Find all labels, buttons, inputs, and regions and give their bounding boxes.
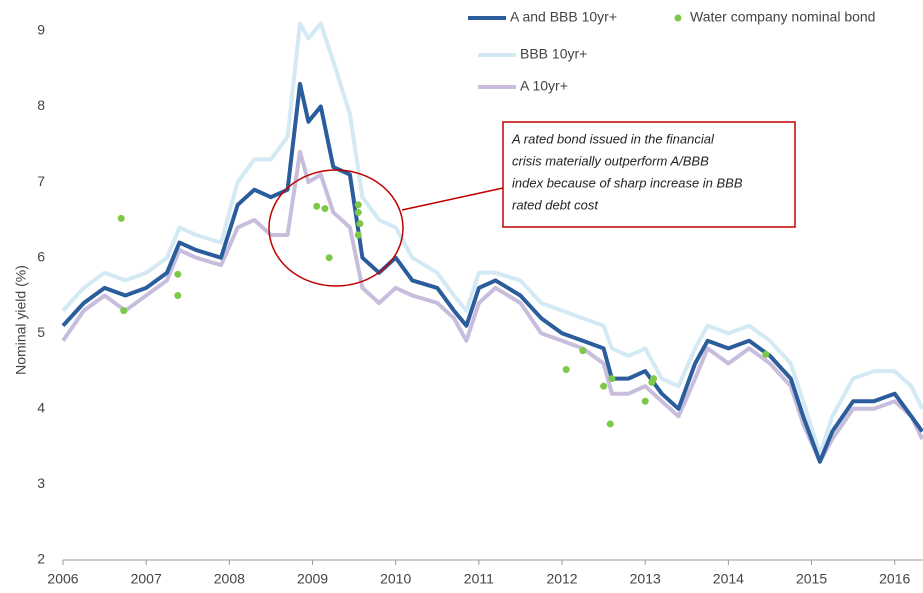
data-point <box>117 214 125 222</box>
annotation-line: rated debt cost <box>512 197 599 212</box>
data-point <box>120 307 128 315</box>
series-line <box>61 21 923 457</box>
data-point <box>321 205 329 213</box>
x-tick-label: 2010 <box>380 571 411 587</box>
x-tick-label: 2014 <box>713 571 744 587</box>
data-point <box>354 201 362 209</box>
data-point <box>325 254 333 262</box>
legend: A and BBB 10yr+ BBB 10yr+ A 10yr+ Water com… <box>468 9 875 94</box>
x-tick-label: 2013 <box>630 571 661 587</box>
x-tick-label: 2008 <box>214 571 245 587</box>
data-point <box>174 270 182 278</box>
legend-label: A 10yr+ <box>520 78 568 94</box>
data-point <box>174 291 182 299</box>
y-tick-label: 5 <box>37 324 45 340</box>
data-point <box>356 220 364 228</box>
data-point <box>648 378 656 386</box>
data-point <box>354 208 362 216</box>
data-point <box>354 231 362 239</box>
x-tick-label: 2012 <box>546 571 577 587</box>
x-tick-label: 2006 <box>47 571 78 587</box>
x-tick-label: 2016 <box>879 571 910 587</box>
data-point <box>579 347 587 355</box>
highlight-ellipse <box>268 169 404 287</box>
series-line <box>61 149 923 464</box>
plot-area: 2 3 4 5 6 7 8 9 2006 2007 2008 2009 2010 2011 2012 2013… <box>37 21 923 587</box>
x-tick-label: 2015 <box>796 571 827 587</box>
x-tick-label: 2009 <box>297 571 328 587</box>
y-tick-label: 2 <box>37 551 45 567</box>
connector <box>401 187 504 211</box>
x-tick-label: 2011 <box>464 571 494 587</box>
data-point <box>762 350 770 358</box>
data-point <box>608 375 616 383</box>
y-tick-label: 9 <box>37 22 45 38</box>
x-tick-label: 2007 <box>131 571 162 587</box>
legend-label: A and BBB 10yr+ <box>510 9 617 25</box>
y-tick-label: 7 <box>37 173 45 189</box>
annotation-line: A rated bond issued in the financial <box>511 131 715 146</box>
legend-marker <box>674 14 682 22</box>
y-tick-label: 4 <box>37 400 45 416</box>
data-point <box>600 382 608 390</box>
y-tick-label: 3 <box>37 475 45 491</box>
legend-label: Water company nominal bond <box>690 9 875 25</box>
annotation-line: crisis materially outperform A/BBB <box>512 153 709 168</box>
annotation-box <box>502 121 796 228</box>
data-point <box>313 202 321 210</box>
y-tick-label: 8 <box>37 97 45 113</box>
data-point <box>606 420 614 428</box>
data-point <box>641 397 649 405</box>
legend-label: BBB 10yr+ <box>520 46 587 62</box>
annotation-line: index because of sharp increase in BBB <box>512 175 743 190</box>
y-axis-label: Nominal yield (%) <box>13 265 29 375</box>
data-point <box>562 366 570 374</box>
y-tick-label: 6 <box>37 248 45 264</box>
series-line <box>61 81 923 464</box>
